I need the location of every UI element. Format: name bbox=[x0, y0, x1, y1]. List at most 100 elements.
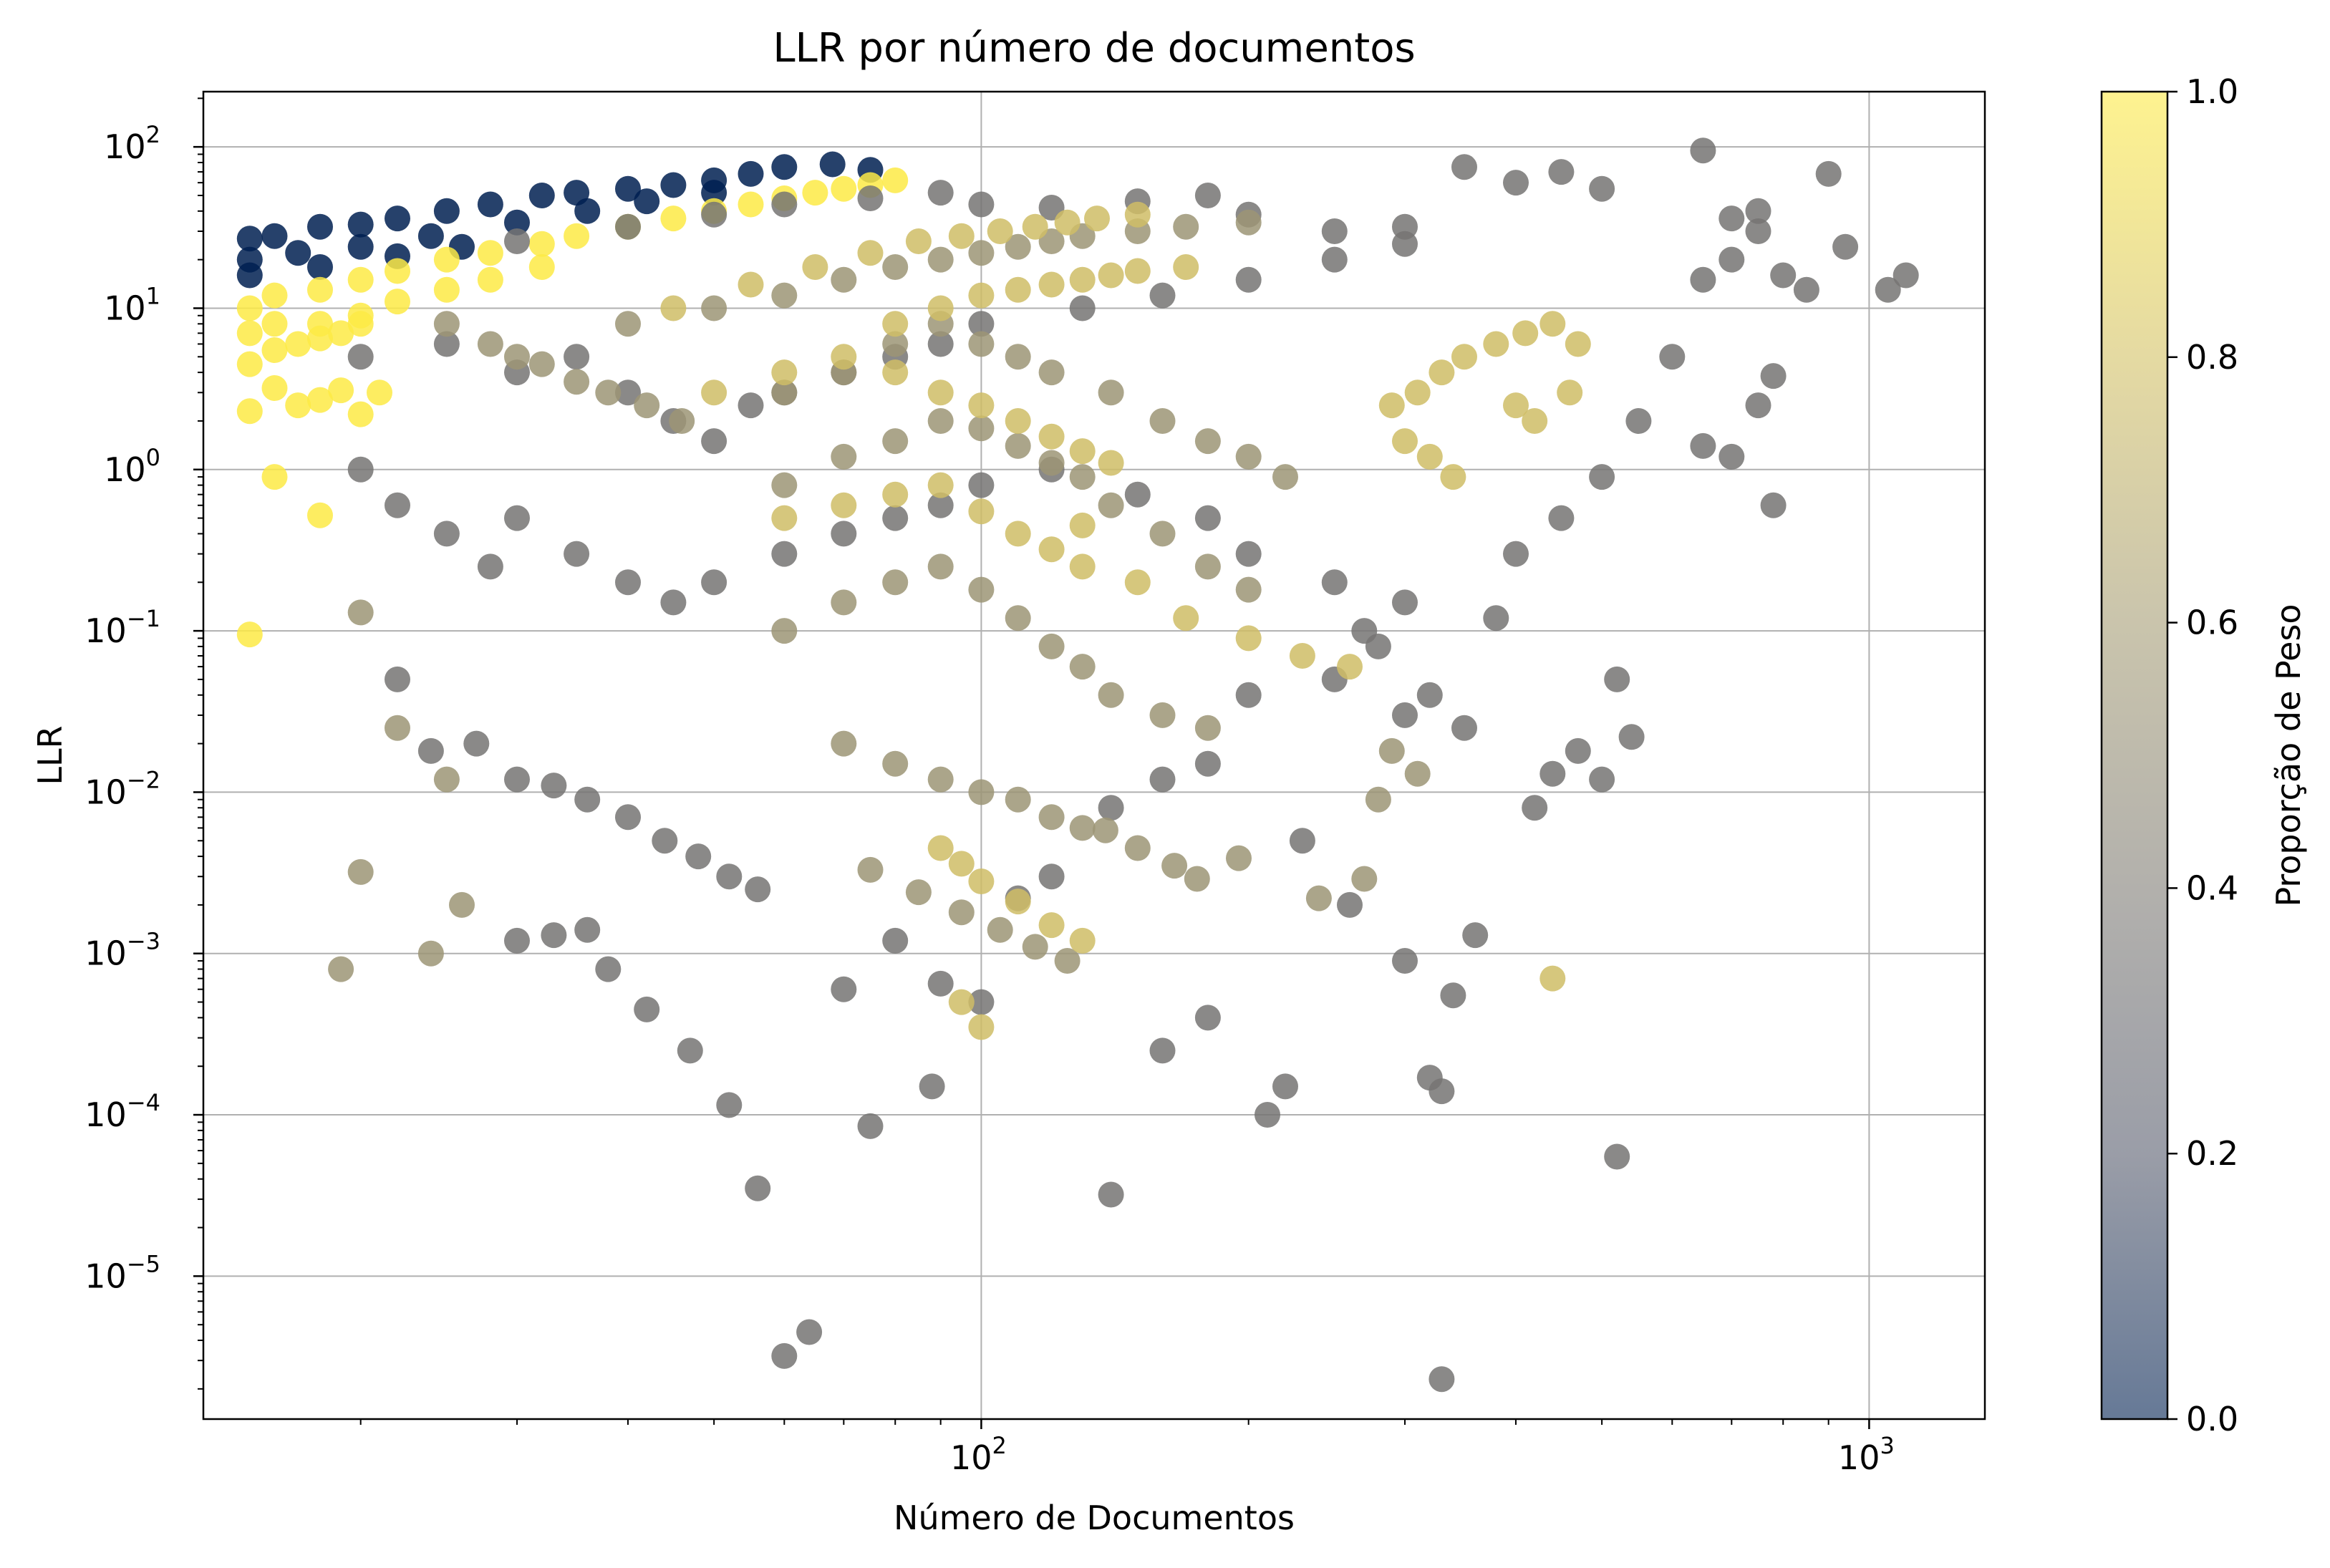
scatter-point bbox=[771, 541, 798, 567]
scatter-point bbox=[968, 415, 995, 442]
scatter-point bbox=[716, 863, 743, 890]
scatter-point bbox=[1429, 359, 1455, 386]
scatter-point bbox=[417, 940, 444, 967]
scatter-point bbox=[1589, 464, 1615, 490]
scatter-point bbox=[1022, 934, 1048, 960]
scatter-point bbox=[1305, 885, 1332, 911]
y-tick-label: 100 bbox=[104, 444, 160, 489]
scatter-point bbox=[1548, 505, 1575, 531]
scatter-point bbox=[831, 589, 857, 616]
scatter-point bbox=[236, 262, 263, 289]
scatter-point bbox=[504, 209, 530, 236]
scatter-point bbox=[477, 331, 503, 357]
colorbar-tick-label: 0.2 bbox=[2186, 1134, 2238, 1173]
scatter-point bbox=[927, 331, 954, 357]
scatter-point bbox=[1069, 512, 1096, 538]
scatter-point bbox=[1194, 183, 1221, 208]
scatter-point bbox=[1365, 786, 1391, 813]
scatter-point bbox=[948, 851, 975, 877]
scatter-point bbox=[1194, 505, 1221, 531]
colorbar: 0.0 0.2 0.4 0.6 0.8 1.0 Proporção de Peso bbox=[2100, 72, 2308, 1438]
scatter-point bbox=[347, 344, 374, 370]
scatter-point bbox=[1272, 464, 1298, 490]
scatter-point bbox=[307, 502, 333, 528]
y-tick-exponent: 1 bbox=[146, 282, 160, 309]
scatter-point bbox=[927, 408, 954, 434]
scatter-point bbox=[919, 1073, 945, 1100]
scatter-point bbox=[1005, 521, 1031, 547]
y-tick-label: 10−4 bbox=[84, 1089, 160, 1134]
scatter-point bbox=[1098, 262, 1124, 289]
scatter-point bbox=[385, 715, 410, 741]
scatter-point bbox=[1235, 682, 1262, 708]
scatter-point bbox=[1098, 682, 1124, 708]
scatter-point bbox=[1503, 541, 1529, 567]
scatter-point bbox=[1429, 1078, 1455, 1105]
scatter-point bbox=[1451, 154, 1477, 180]
scatter-point bbox=[831, 344, 857, 370]
scatter-point bbox=[1069, 553, 1096, 580]
scatter-point bbox=[968, 240, 995, 266]
scatter-point bbox=[1618, 724, 1645, 750]
scatter-point bbox=[1173, 213, 1199, 240]
scatter-point bbox=[433, 331, 460, 357]
scatter-point bbox=[1038, 423, 1065, 450]
scatter-point bbox=[1625, 408, 1652, 434]
scatter-point bbox=[1429, 1366, 1455, 1393]
scatter-point bbox=[927, 835, 954, 861]
scatter-point bbox=[347, 233, 374, 260]
scatter-point bbox=[504, 766, 530, 793]
scatter-point bbox=[701, 201, 727, 228]
scatter-point bbox=[831, 443, 857, 470]
scatter-point bbox=[1124, 569, 1151, 596]
scatter-point bbox=[433, 276, 460, 303]
scatter-point bbox=[1892, 262, 1919, 289]
scatter-point bbox=[1124, 201, 1151, 228]
scatter-point bbox=[968, 472, 995, 498]
scatter-point bbox=[1149, 282, 1176, 309]
plot-frame bbox=[202, 90, 1986, 1421]
scatter-point bbox=[1392, 702, 1418, 728]
scatter-point bbox=[1149, 1037, 1176, 1064]
scatter-point bbox=[528, 254, 555, 280]
scatter-point bbox=[261, 311, 288, 337]
scatter-point bbox=[1793, 276, 1819, 303]
y-tick-label: 102 bbox=[104, 121, 160, 166]
scatter-point bbox=[417, 223, 444, 249]
scatter-point bbox=[1378, 392, 1405, 419]
y-tick-exponent: −2 bbox=[127, 766, 160, 793]
scatter-point bbox=[477, 553, 503, 580]
y-tick-exponent: 2 bbox=[146, 121, 160, 148]
scatter-point bbox=[1745, 392, 1771, 419]
scatter-point bbox=[615, 569, 641, 596]
scatter-point bbox=[504, 505, 530, 531]
scatter-point bbox=[1462, 922, 1489, 949]
scatter-point bbox=[1149, 521, 1176, 547]
scatter-point bbox=[615, 311, 641, 337]
scatter-point bbox=[1392, 948, 1418, 974]
scatter-point bbox=[1451, 715, 1477, 741]
scatter-point bbox=[1719, 443, 1745, 470]
scatter-point bbox=[347, 858, 374, 885]
scatter-point bbox=[882, 331, 909, 357]
scatter-point bbox=[927, 553, 954, 580]
points-layer bbox=[236, 137, 1919, 1393]
y-tick-exponent: −4 bbox=[127, 1089, 160, 1116]
scatter-point bbox=[1194, 1005, 1221, 1031]
scatter-point bbox=[831, 521, 857, 547]
x-tick-label: 103 bbox=[1838, 1432, 1895, 1477]
scatter-point bbox=[831, 976, 857, 1002]
scatter-point bbox=[1124, 481, 1151, 508]
scatter-point bbox=[771, 191, 798, 218]
scatter-point bbox=[463, 730, 490, 757]
scatter-point bbox=[1416, 443, 1443, 470]
scatter-point bbox=[1038, 912, 1065, 939]
scatter-point bbox=[857, 185, 884, 211]
scatter-point bbox=[1038, 863, 1065, 890]
scatter-point bbox=[831, 175, 857, 202]
scatter-point bbox=[738, 392, 764, 419]
scatter-point bbox=[261, 464, 288, 490]
scatter-point bbox=[615, 175, 641, 202]
scatter-point bbox=[802, 180, 828, 206]
scatter-point bbox=[433, 198, 460, 224]
